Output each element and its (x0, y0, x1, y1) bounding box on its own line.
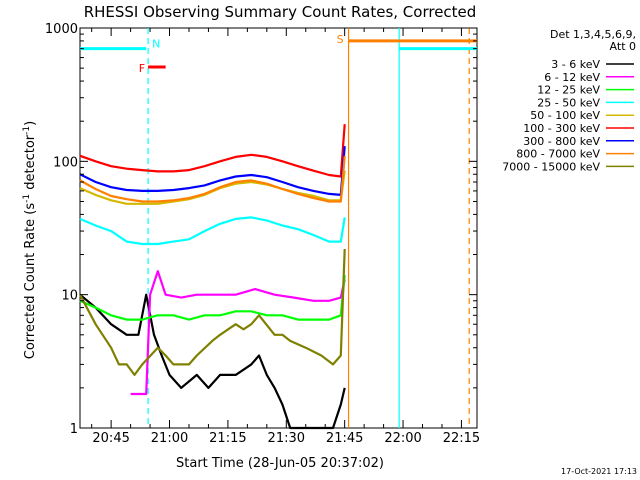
plot-area: F S N 20:45 21:00 21:15 21:30 21:45 22:00 22:15 1… (45, 22, 480, 446)
plot-frame (79, 27, 478, 429)
flag-label-f: F (139, 62, 145, 75)
series-line-5 (79, 124, 346, 178)
y-axis-title: Corrected Count Rate (s-1 detector-1) (22, 121, 38, 359)
flag-bars: F S N (80, 33, 477, 75)
flag-label-n: N (152, 38, 160, 51)
legend-label-4: 50 - 100 keV (530, 109, 600, 122)
series-line-8 (79, 248, 346, 376)
y-tick-label-0: 1 (70, 422, 78, 437)
x-tick-label-6: 22:15 (443, 431, 480, 446)
legend-label-2: 12 - 25 keV (537, 84, 600, 97)
axis-ticks: 20:45 21:00 21:15 21:30 21:45 22:00 22:15 1 10 10… (45, 22, 480, 446)
series-line-6 (79, 146, 346, 196)
legend-label-0: 3 - 6 keV (551, 58, 600, 71)
legend-label-5: 100 - 300 keV (523, 122, 600, 135)
footer-timestamp: 17-Oct-2021 17:13 (561, 467, 637, 476)
flag-label-s: S (337, 33, 344, 46)
legend-label-7: 800 - 7000 keV (516, 148, 600, 161)
x-axis-title: Start Time (28-Jun-05 20:37:02) (176, 456, 384, 471)
y-tick-label-2: 100 (53, 155, 78, 170)
vertical-markers (147, 28, 470, 428)
x-tick-label-1: 21:00 (151, 431, 188, 446)
series-lines (79, 124, 346, 430)
x-tick-label-2: 21:15 (209, 431, 246, 446)
legend-header-0: Det 1,3,4,5,6,9, (550, 28, 636, 41)
series-line-1 (130, 270, 346, 396)
legend-header-1: Att 0 (610, 40, 636, 53)
x-tick-label-5: 22:00 (384, 431, 421, 446)
legend-label-3: 25 - 50 keV (537, 96, 600, 109)
series-line-2 (79, 275, 346, 321)
y-tick-label-3: 1000 (45, 22, 78, 37)
legend-label-8: 7000 - 15000 keV (502, 160, 600, 173)
x-tick-label-4: 21:45 (326, 431, 363, 446)
series-line-3 (79, 216, 346, 246)
x-tick-label-3: 21:30 (268, 431, 305, 446)
chart-title: RHESSI Observing Summary Count Rates, Co… (84, 3, 477, 21)
legend-label-1: 6 - 12 keV (544, 71, 600, 84)
series-line-7 (79, 155, 346, 203)
y-tick-label-1: 10 (61, 289, 78, 304)
legend-label-6: 300 - 800 keV (523, 135, 600, 148)
x-tick-label-0: 20:45 (92, 431, 129, 446)
